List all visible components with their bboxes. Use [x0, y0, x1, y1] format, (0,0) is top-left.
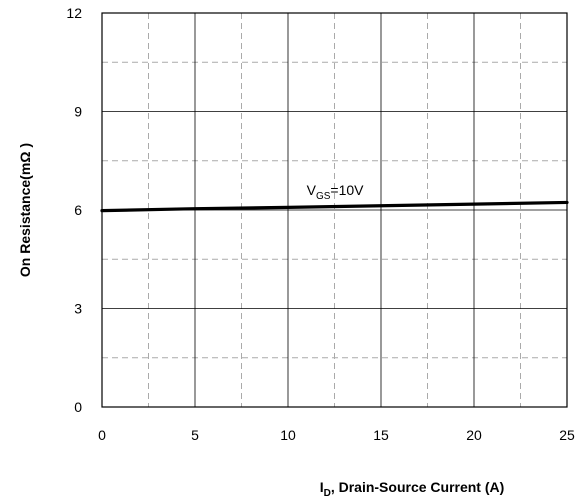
vgs-annotation: VGS=10V: [307, 182, 365, 202]
y-tick-labels: 0 3 6 9 12: [66, 5, 82, 415]
y-tick-label: 0: [74, 399, 82, 415]
series-layer: [100, 200, 569, 213]
x-axis-label-subscript: D: [324, 488, 331, 499]
y-tick-label: 9: [74, 104, 82, 120]
y-tick-label: 3: [74, 301, 82, 317]
x-tick-labels: 0 5 10 15 20 25: [98, 427, 575, 443]
y-tick-label: 6: [74, 202, 82, 218]
x-axis-label-main: I: [320, 479, 324, 495]
annotation-main: V: [307, 182, 317, 198]
x-tick-label: 5: [191, 427, 199, 443]
y-tick-label: 12: [66, 5, 82, 21]
annotation-subscript: GS: [316, 191, 331, 202]
series-line: [100, 200, 569, 213]
x-axis-label-rest: , Drain-Source Current (A): [331, 479, 504, 495]
annotation-rest: =10V: [330, 182, 364, 198]
x-axis-label: ID, Drain-Source Current (A): [320, 479, 505, 499]
x-tick-label: 15: [373, 427, 389, 443]
x-tick-label: 0: [98, 427, 106, 443]
x-tick-label: 20: [466, 427, 482, 443]
x-tick-label: 25: [559, 427, 575, 443]
y-axis-label: On Resistance(mΩ ): [17, 143, 33, 277]
minor-grid: [102, 13, 567, 407]
x-tick-label: 10: [280, 427, 296, 443]
